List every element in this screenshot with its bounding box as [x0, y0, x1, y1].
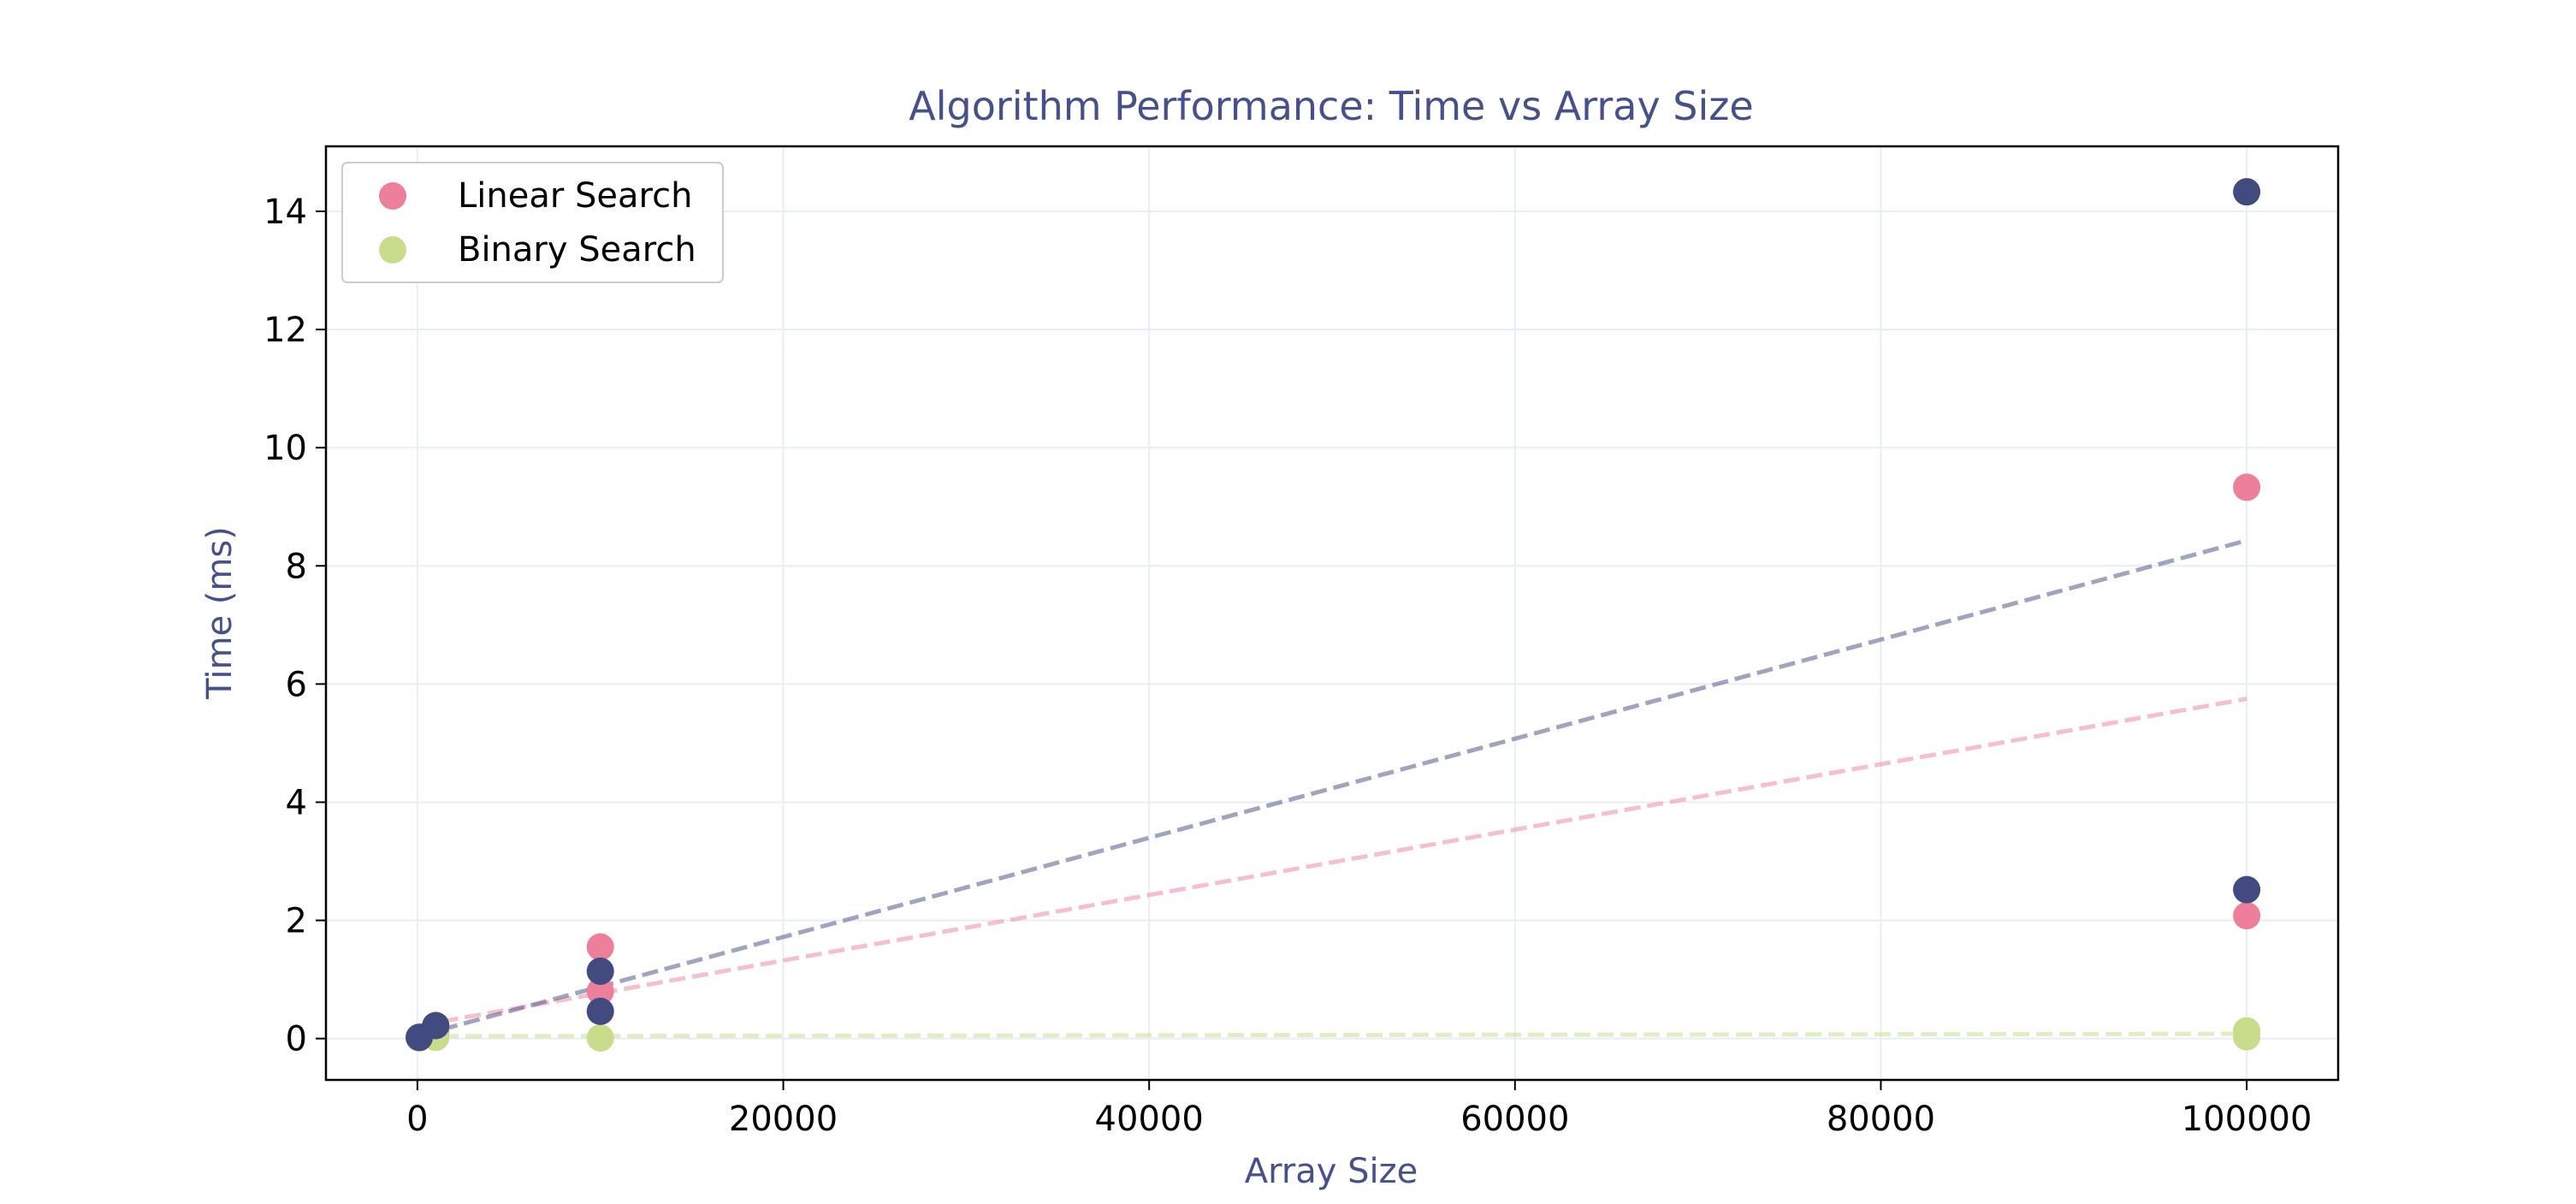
y-tick-label: 0	[286, 1020, 307, 1059]
y-tick-label: 14	[264, 193, 307, 232]
trend-line-series-2	[418, 538, 2247, 1038]
y-tick-label: 10	[264, 429, 307, 468]
data-point-series-0	[586, 977, 614, 1005]
legend-box	[341, 162, 724, 283]
x-tick-label: 100000	[2182, 1100, 2312, 1139]
y-axis-label: Time (ms)	[200, 526, 240, 700]
trend-line-series-0	[418, 697, 2247, 1028]
legend-label-binary-search: Binary Search	[458, 230, 696, 270]
x-tick-label: 20000	[729, 1100, 838, 1139]
y-tick-label: 8	[286, 547, 307, 586]
legend-marker-linear-search	[379, 182, 406, 210]
x-tick-label: 40000	[1095, 1100, 1204, 1139]
grid-layer	[326, 146, 2338, 1080]
y-tick-label: 6	[286, 665, 307, 704]
x-tick-label: 0	[406, 1100, 428, 1139]
data-point-series-0	[2233, 473, 2261, 501]
x-tick-label: 60000	[1460, 1100, 1569, 1139]
data-point-series-2	[586, 997, 614, 1025]
chart-title: Algorithm Performance: Time vs Array Siz…	[909, 83, 1753, 129]
trend-layer	[418, 538, 2247, 1039]
y-tick-label: 4	[286, 783, 307, 822]
data-point-series-1	[586, 1023, 614, 1052]
data-point-series-0	[586, 933, 614, 961]
data-point-series-2	[586, 957, 614, 985]
x-axis: 0 20000 40000 60000 80000 100000	[406, 1080, 2312, 1139]
legend: Linear Search Binary Search	[341, 162, 724, 283]
data-point-series-2	[2233, 875, 2261, 904]
y-tick-label: 2	[286, 902, 307, 941]
points-layer	[406, 178, 2261, 1052]
legend-marker-binary-search	[379, 236, 406, 264]
legend-label-linear-search: Linear Search	[458, 176, 692, 216]
x-axis-label: Array Size	[1245, 1152, 1418, 1191]
trend-line-series-1	[419, 1031, 2247, 1039]
plot-area-frame	[324, 145, 2340, 1082]
data-point-series-2	[422, 1011, 450, 1040]
data-point-series-0	[2233, 902, 2261, 930]
y-tick-label: 12	[264, 311, 307, 350]
data-point-series-2	[2233, 178, 2261, 206]
y-axis: 0 2 4 6 8 10 12 14	[264, 193, 326, 1059]
x-tick-label: 80000	[1827, 1100, 1935, 1139]
data-point-series-1	[2233, 1023, 2261, 1051]
